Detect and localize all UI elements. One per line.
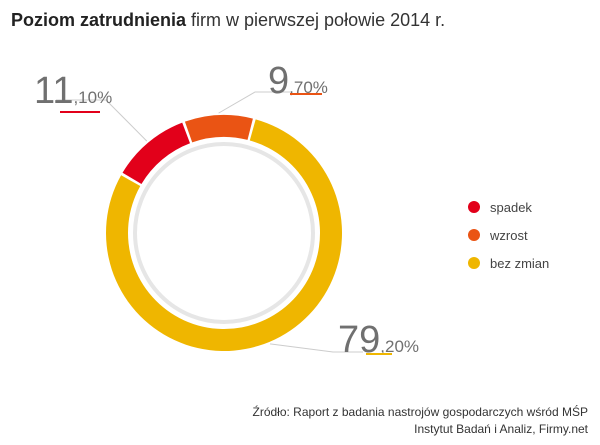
source-line-1: Źródło: Raport z badania nastrojów gospo… bbox=[252, 405, 589, 419]
legend-item-bez-zmian: bez zmian bbox=[468, 249, 549, 277]
callout-leader-spadek bbox=[56, 99, 148, 142]
source-line-2: Instytut Badań i Analiz, Firmy.net bbox=[414, 422, 588, 436]
slice-spadek bbox=[122, 122, 191, 184]
legend-item-wzrost: wzrost bbox=[468, 221, 549, 249]
legend-item-spadek: spadek bbox=[468, 193, 549, 221]
legend-label-bez-zmian: bez zmian bbox=[490, 255, 550, 271]
donut-inner-ring bbox=[133, 142, 315, 324]
chart-title-rest: firm w pierwszej połowie 2014 r. bbox=[186, 10, 446, 30]
legend-dot-bez-zmian bbox=[468, 257, 480, 269]
callout-leader-wzrost bbox=[218, 91, 290, 114]
chart-title: Poziom zatrudnienia firm w pierwszej poł… bbox=[11, 10, 445, 31]
value-label-wzrost: 9,70% bbox=[268, 60, 328, 102]
legend-label-wzrost: wzrost bbox=[490, 227, 528, 243]
callout-leader-bez-zmian bbox=[269, 343, 363, 353]
donut-slices bbox=[106, 115, 343, 352]
legend-dot-spadek bbox=[468, 201, 480, 213]
source-note: Źródło: Raport z badania nastrojów gospo… bbox=[253, 404, 589, 438]
slice-wzrost bbox=[184, 115, 253, 143]
donut-callouts: 11,10% 9,70%79,20% bbox=[34, 60, 419, 361]
legend-label-spadek: spadek bbox=[490, 199, 532, 215]
legend-dot-wzrost bbox=[468, 229, 480, 241]
value-label-spadek: 11,10% bbox=[34, 70, 112, 112]
chart-title-bold: Poziom zatrudnienia bbox=[11, 10, 187, 30]
legend: spadek wzrost bez zmian bbox=[468, 193, 549, 277]
